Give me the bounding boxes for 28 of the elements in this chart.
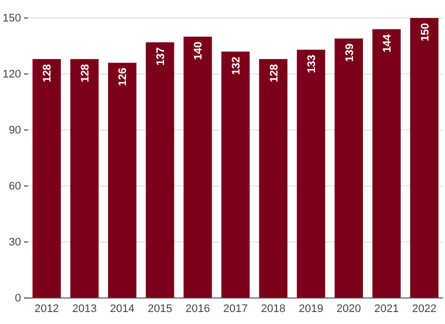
data-label: 144 [382,33,394,53]
data-label: 133 [306,54,318,74]
y-tick-label: 0 [14,292,21,305]
data-label: 139 [344,44,356,62]
x-tick-label: 2012 [34,303,59,315]
data-label: 132 [230,56,242,75]
data-label: 128 [268,64,280,82]
x-tick-label: 2015 [148,303,172,315]
x-tick-label: 2021 [374,303,399,315]
data-label: 150 [419,23,432,42]
x-tick-label: 2019 [298,303,324,315]
data-label: 128 [42,64,54,82]
x-tick-label: 2022 [412,303,437,315]
y-tick-label: 90 [8,124,21,137]
y-tick-label: 30 [8,236,21,249]
y-tick-label: 60 [8,180,21,193]
x-tick-label: 2020 [336,303,362,315]
data-label: 137 [154,47,167,66]
x-tick-label: 2018 [261,303,286,315]
data-label: 140 [192,42,205,60]
data-label: 128 [79,64,92,82]
x-tick-label: 2017 [223,303,248,315]
y-tick-label: 150 [2,12,21,25]
x-tick-label: 2014 [110,303,134,315]
y-tick-label: 120 [2,68,21,81]
data-label: 126 [117,68,130,86]
x-tick-label: 2016 [185,303,210,315]
x-tick-label: 2013 [72,303,97,315]
